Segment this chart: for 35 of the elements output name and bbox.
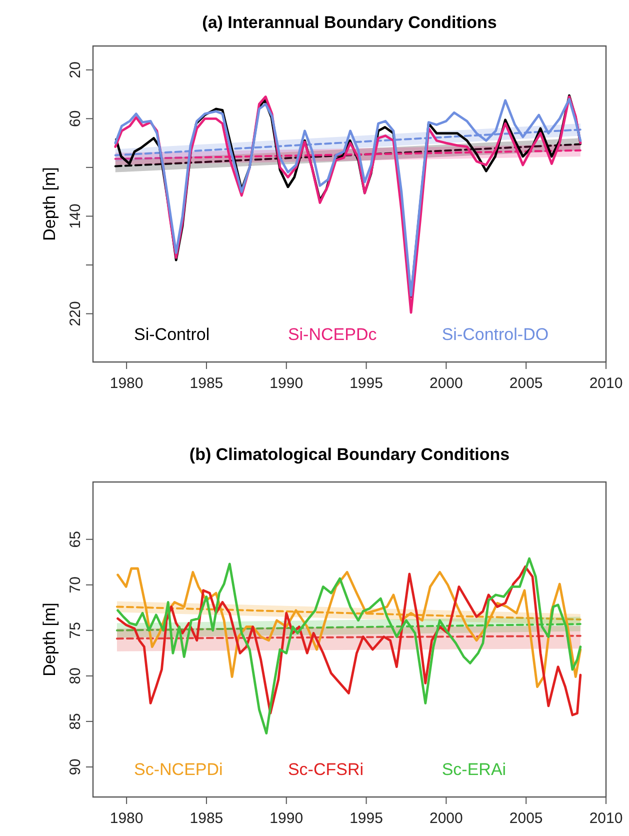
y-axis-title: Depth [m] [40,602,59,676]
chart-title: (b) Climatological Boundary Conditions [189,445,510,464]
x-tick-label: 1980 [110,810,144,827]
line-series [116,567,582,688]
x-tick-label: 2010 [589,810,623,827]
chart-title: (a) Interannual Boundary Conditions [202,13,497,32]
x-tick-label: 2005 [509,375,543,392]
text: Sc-NCEPDi [134,760,223,779]
y-tick-label: 75 [67,622,84,639]
y-tick-label: 70 [67,576,84,594]
y-tick-label: 90 [67,758,84,776]
x-tick-label: 1995 [350,810,383,827]
y-tick-label: 85 [67,713,84,730]
y-tick-label: 140 [67,204,84,229]
text: Si-Control [134,325,210,344]
y-tick-label: 80 [67,668,84,684]
x-tick-label: 1985 [190,810,224,827]
x-tick-label: 1980 [110,375,144,392]
x-tick-label: 2010 [589,375,623,392]
y-tick-label: 220 [67,301,84,326]
x-tick-label: 2000 [430,375,463,392]
text: Si-Control-DO [442,325,549,344]
y-tick-label: 60 [67,110,84,128]
y-tick-label: 20 [67,62,84,78]
text: Sc-ERAi [442,760,506,779]
x-tick-label: 1990 [270,810,304,827]
x-tick-label: 1995 [350,375,383,392]
text: Sc-CFSRi [288,760,364,779]
y-tick-label: 65 [67,531,84,548]
x-tick-label: 2005 [509,810,543,827]
x-tick-label: 1985 [190,375,224,392]
text: Si-NCEPDc [288,325,378,344]
x-tick-label: 2000 [430,810,463,827]
x-tick-label: 1990 [270,375,304,392]
y-axis-title: Depth [m] [40,167,59,241]
